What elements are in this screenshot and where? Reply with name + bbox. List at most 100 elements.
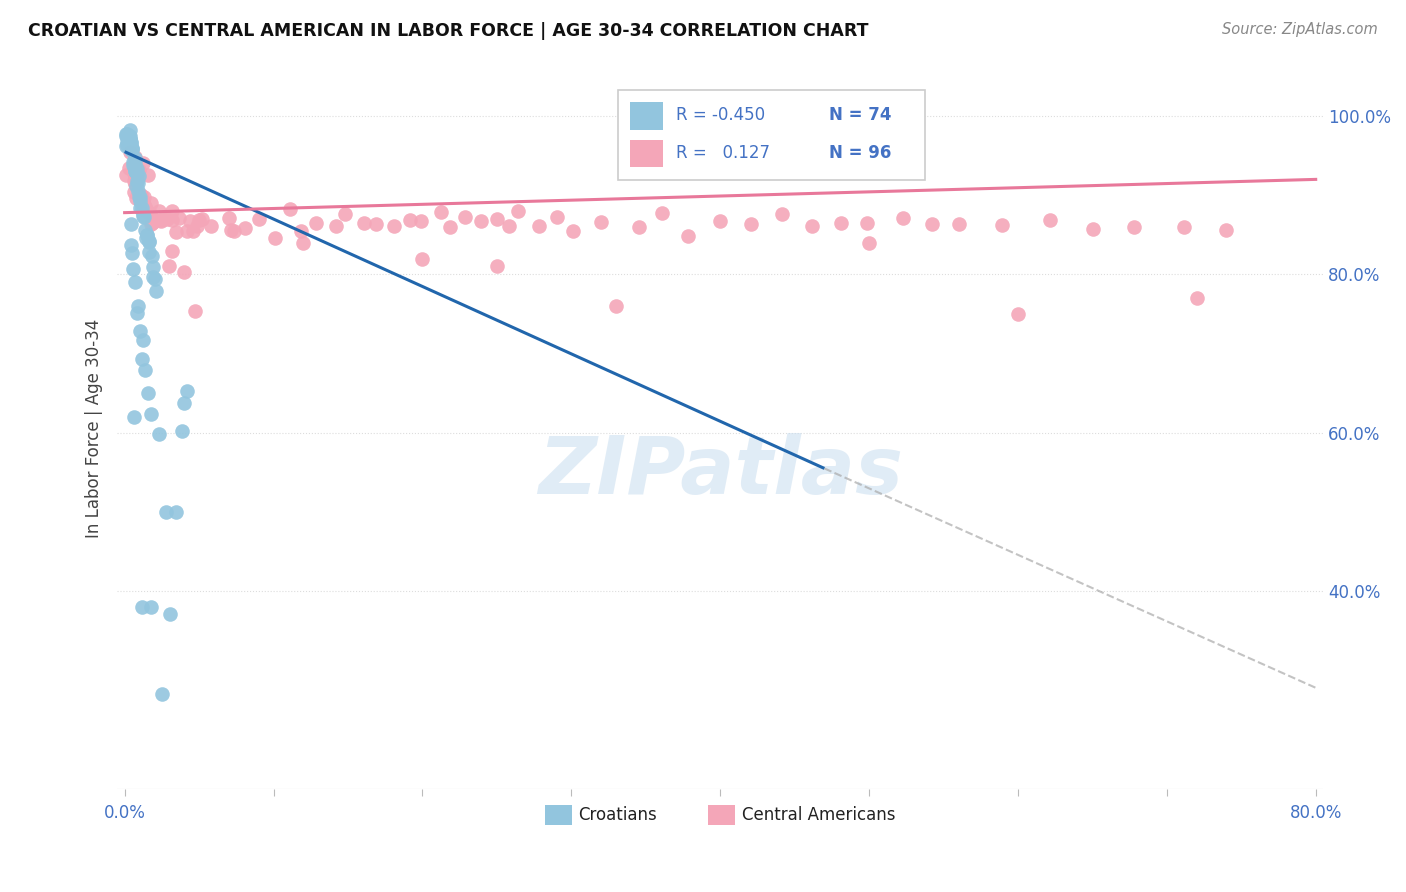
Point [498, 219, 520, 233]
Point [136, 385, 159, 400]
Point [122, 409, 145, 424]
Point [141, 216, 163, 230]
Point [160, 203, 183, 218]
Point [121, 142, 143, 156]
Point [709, 214, 731, 228]
Point [136, 168, 159, 182]
Point [527, 219, 550, 233]
Point [218, 211, 240, 226]
Point [176, 224, 198, 238]
Point [118, 128, 141, 143]
Point [131, 201, 153, 215]
Point [506, 204, 529, 219]
Point [173, 396, 195, 410]
Point [121, 142, 143, 156]
Text: Central Americans: Central Americans [742, 806, 896, 824]
Point [127, 176, 149, 190]
Point [200, 219, 222, 233]
Point [124, 156, 146, 170]
Point [142, 270, 165, 285]
Point [150, 213, 173, 227]
FancyBboxPatch shape [617, 90, 925, 180]
Point [135, 203, 157, 218]
Point [134, 200, 156, 214]
Point [124, 169, 146, 184]
Point [1081, 222, 1104, 236]
Point [676, 228, 699, 243]
Point [353, 217, 375, 231]
Point [135, 228, 157, 243]
Point [115, 127, 138, 141]
Point [125, 169, 148, 184]
Point [247, 211, 270, 226]
Point [1122, 219, 1144, 234]
Point [122, 155, 145, 169]
Point [128, 162, 150, 177]
Point [120, 122, 142, 136]
Point [129, 194, 152, 208]
Point [138, 205, 160, 219]
Point [122, 174, 145, 188]
Point [893, 211, 915, 225]
Point [159, 607, 181, 622]
Point [128, 324, 150, 338]
Point [124, 177, 146, 191]
Point [132, 333, 155, 347]
Point [132, 201, 155, 215]
Point [172, 424, 194, 438]
Bar [709, 805, 735, 825]
Point [131, 187, 153, 202]
Point [124, 151, 146, 165]
Point [186, 219, 208, 233]
Point [127, 306, 149, 320]
Point [148, 203, 170, 218]
Point [605, 299, 627, 313]
Bar [630, 140, 664, 167]
Point [125, 173, 148, 187]
Point [125, 167, 148, 181]
Point [124, 276, 146, 290]
Point [118, 132, 141, 146]
Point [128, 189, 150, 203]
Point [131, 206, 153, 220]
Point [115, 129, 138, 144]
Point [856, 215, 879, 229]
Point [120, 143, 142, 157]
Point [454, 210, 477, 224]
Point [167, 211, 190, 226]
Point [990, 219, 1012, 233]
Point [128, 189, 150, 203]
Point [124, 164, 146, 178]
Point [125, 174, 148, 188]
Point [134, 223, 156, 237]
Point [430, 204, 453, 219]
Point [125, 179, 148, 194]
Point [120, 136, 142, 151]
Point [141, 249, 163, 263]
Point [382, 219, 405, 233]
Point [280, 202, 302, 216]
Point [160, 244, 183, 258]
Point [485, 260, 508, 274]
Point [132, 156, 155, 170]
Point [134, 200, 156, 214]
Point [160, 213, 183, 227]
Point [155, 505, 177, 519]
Point [411, 252, 433, 266]
Point [1185, 291, 1208, 305]
Point [486, 212, 509, 227]
Point [121, 136, 143, 150]
Point [187, 213, 209, 227]
Point [139, 218, 162, 232]
Point [1215, 222, 1237, 236]
Point [121, 141, 143, 155]
Point [399, 212, 422, 227]
Point [122, 261, 145, 276]
Point [120, 132, 142, 146]
Point [118, 161, 141, 175]
Point [115, 139, 138, 153]
Point [134, 190, 156, 204]
Point [124, 150, 146, 164]
Point [921, 217, 943, 231]
Text: N = 74: N = 74 [828, 106, 891, 124]
